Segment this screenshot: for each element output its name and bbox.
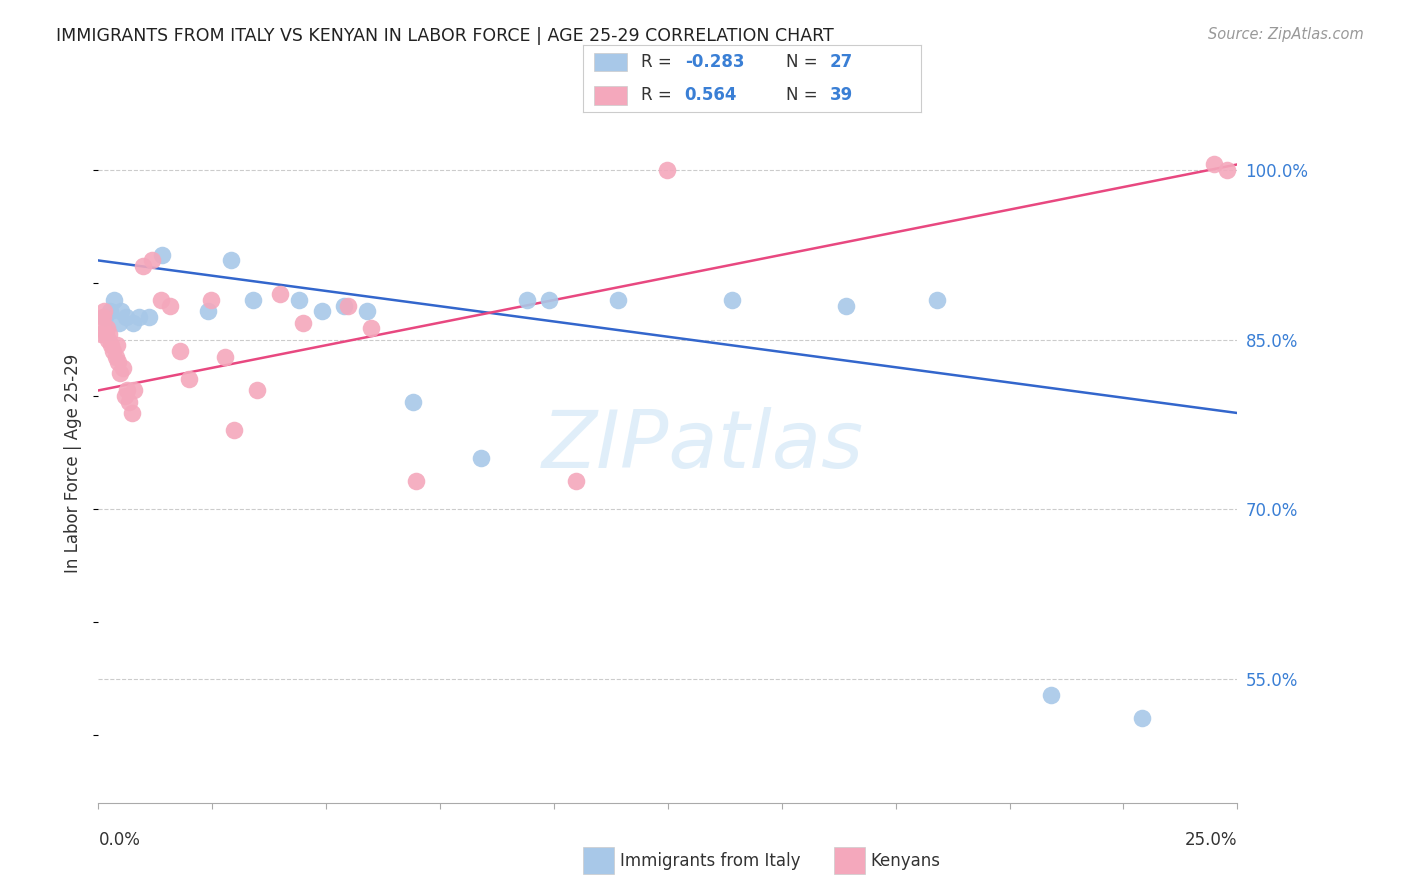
Point: [114, 389, 136, 403]
Point: [405, 474, 427, 488]
Text: 0.564: 0.564: [685, 87, 737, 104]
Point: [1202, 157, 1225, 171]
Point: [105, 338, 128, 352]
Point: [1039, 689, 1062, 703]
Text: N =: N =: [786, 87, 823, 104]
Point: [122, 384, 145, 398]
Text: Immigrants from Italy: Immigrants from Italy: [620, 852, 800, 870]
Point: [360, 321, 382, 335]
Point: [121, 316, 143, 330]
Point: [834, 299, 856, 313]
Point: [224, 423, 246, 437]
Point: [516, 293, 538, 307]
Text: R =: R =: [641, 53, 676, 71]
Point: [356, 304, 378, 318]
Text: N =: N =: [786, 53, 823, 71]
Point: [94, 310, 117, 324]
Point: [402, 394, 425, 409]
Point: [107, 355, 129, 369]
Text: Source: ZipAtlas.com: Source: ZipAtlas.com: [1208, 27, 1364, 42]
Point: [93, 304, 115, 318]
Text: ZIPatlas: ZIPatlas: [541, 407, 865, 485]
Bar: [593, 53, 627, 71]
Point: [470, 451, 492, 466]
Point: [103, 293, 125, 307]
Point: [114, 310, 136, 324]
Text: 25.0%: 25.0%: [1185, 831, 1237, 849]
Point: [177, 372, 200, 386]
Point: [110, 304, 132, 318]
Point: [141, 253, 163, 268]
Point: [291, 316, 314, 330]
Point: [200, 293, 222, 307]
Point: [337, 299, 360, 313]
Point: [219, 253, 242, 268]
Text: 39: 39: [830, 87, 853, 104]
Point: [655, 163, 678, 178]
Point: [138, 310, 160, 324]
Text: Kenyans: Kenyans: [870, 852, 941, 870]
Point: [108, 316, 131, 330]
Point: [91, 310, 114, 324]
Point: [246, 384, 269, 398]
Point: [288, 293, 311, 307]
Point: [103, 343, 125, 358]
Point: [96, 321, 118, 335]
Text: R =: R =: [641, 87, 676, 104]
Point: [121, 406, 143, 420]
Point: [720, 293, 742, 307]
Point: [150, 293, 173, 307]
Point: [97, 326, 120, 341]
Point: [128, 310, 150, 324]
Point: [925, 293, 948, 307]
Point: [606, 293, 628, 307]
Point: [100, 338, 122, 352]
Point: [169, 343, 191, 358]
Point: [110, 367, 132, 381]
Point: [111, 360, 134, 375]
Point: [214, 350, 236, 364]
Text: 0.0%: 0.0%: [98, 831, 141, 849]
Point: [94, 326, 117, 341]
Point: [104, 350, 127, 364]
Point: [98, 304, 121, 318]
Point: [91, 316, 114, 330]
Point: [1130, 711, 1153, 725]
Point: [242, 293, 264, 307]
Text: -0.283: -0.283: [685, 53, 744, 71]
Point: [132, 259, 155, 273]
Point: [565, 474, 588, 488]
Point: [311, 304, 333, 318]
Point: [90, 326, 112, 341]
Point: [269, 287, 291, 301]
Text: IMMIGRANTS FROM ITALY VS KENYAN IN LABOR FORCE | AGE 25-29 CORRELATION CHART: IMMIGRANTS FROM ITALY VS KENYAN IN LABOR…: [56, 27, 834, 45]
Point: [333, 299, 356, 313]
Point: [118, 394, 141, 409]
Point: [96, 333, 118, 347]
Point: [150, 248, 173, 262]
Point: [197, 304, 219, 318]
Y-axis label: In Labor Force | Age 25-29: In Labor Force | Age 25-29: [65, 354, 83, 574]
Point: [1216, 163, 1239, 178]
Point: [115, 384, 138, 398]
Text: 27: 27: [830, 53, 853, 71]
Bar: [593, 87, 627, 104]
Point: [159, 299, 181, 313]
Point: [538, 293, 561, 307]
